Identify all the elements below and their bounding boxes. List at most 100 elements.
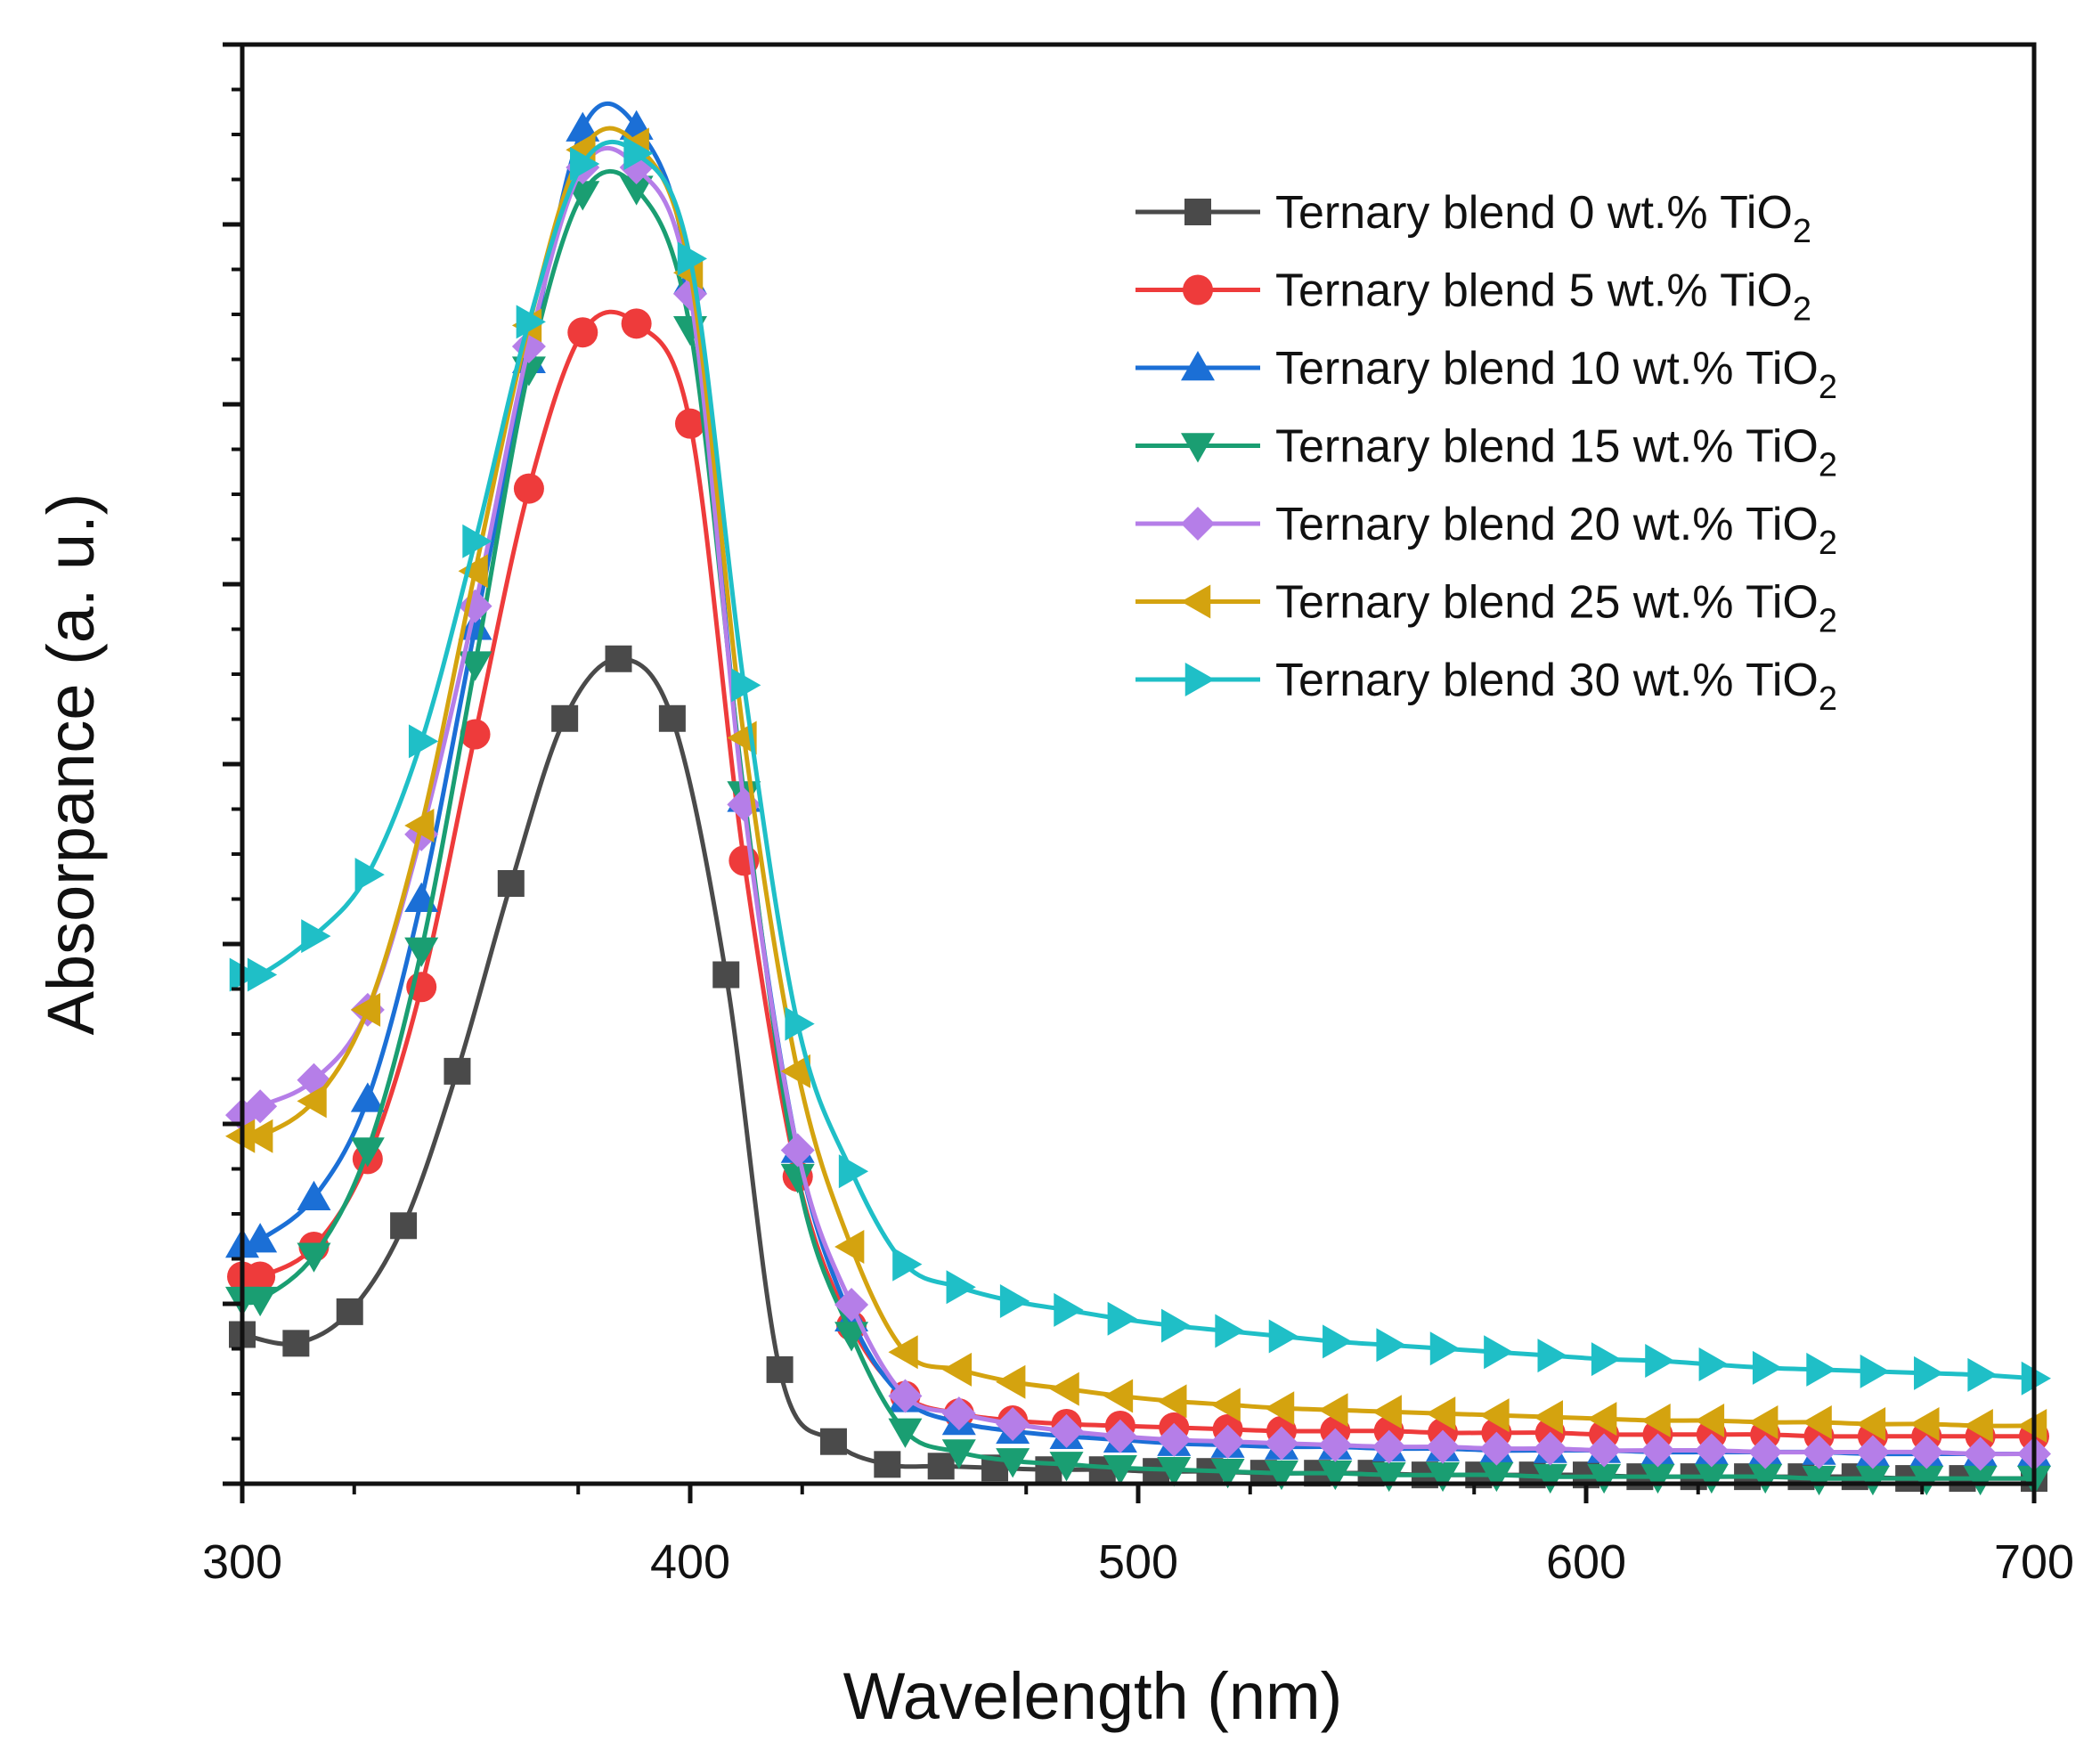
legend-marker	[1184, 199, 1211, 225]
data-point	[1103, 1419, 1137, 1453]
data-point	[567, 317, 598, 348]
legend-marker	[1184, 663, 1215, 696]
data-point	[390, 1212, 418, 1240]
data-point	[1802, 1465, 1836, 1496]
legend-label: Ternary blend 10 wt.% TiO2	[1275, 343, 1837, 406]
data-point	[243, 1089, 278, 1124]
data-point	[1533, 1463, 1567, 1494]
data-point	[243, 1223, 278, 1253]
data-point	[570, 147, 600, 182]
legend-item-5: Ternary blend 25 wt.% TiO2	[1135, 577, 1837, 640]
data-point	[1372, 1461, 1406, 1493]
data-point	[1049, 1452, 1084, 1482]
x-tick-label: 500	[1098, 1535, 1178, 1589]
data-point	[996, 1406, 1030, 1441]
data-point	[1160, 1308, 1192, 1343]
legend-marker	[1181, 584, 1211, 619]
legend-item-4: Ternary blend 20 wt.% TiO2	[1135, 499, 1837, 562]
data-point	[1426, 1461, 1461, 1493]
data-point	[1855, 1435, 1890, 1469]
data-point	[1323, 1324, 1353, 1359]
data-point	[1909, 1465, 1944, 1496]
data-point	[458, 610, 492, 640]
data-point	[297, 1180, 331, 1211]
data-point	[605, 645, 632, 672]
data-point	[1054, 1292, 1084, 1327]
data-point	[460, 719, 491, 750]
data-point	[1372, 1395, 1402, 1429]
data-point	[996, 1364, 1026, 1399]
series-line	[241, 656, 2034, 1481]
series-line	[241, 140, 2035, 1381]
data-point	[946, 1270, 976, 1305]
legend-marker	[1181, 433, 1215, 463]
data-point	[1967, 1357, 1998, 1392]
series-line	[241, 126, 2035, 1428]
data-point	[1802, 1405, 1832, 1440]
data-point	[834, 1287, 869, 1322]
x-tick-label: 400	[650, 1535, 730, 1589]
data-point	[785, 1006, 815, 1041]
data-point	[874, 1451, 901, 1478]
data-point	[888, 1418, 923, 1448]
data-point	[1107, 1301, 1137, 1336]
data-point	[1157, 1456, 1192, 1487]
data-point	[1752, 1350, 1783, 1385]
plot-frame	[240, 42, 2037, 1486]
x-tick-label: 700	[1994, 1535, 2074, 1589]
data-point	[1963, 1408, 1993, 1443]
data-point	[621, 308, 652, 339]
data-point	[1426, 1429, 1461, 1464]
data-point	[999, 1284, 1030, 1319]
data-point	[462, 524, 492, 558]
data-point	[1372, 1429, 1406, 1464]
data-point	[1860, 1354, 1890, 1388]
data-point	[1318, 1393, 1348, 1428]
data-point	[408, 724, 439, 759]
data-point	[1264, 1391, 1295, 1426]
data-point	[1806, 1352, 1836, 1387]
legend-label: Ternary blend 25 wt.% TiO2	[1275, 577, 1837, 640]
data-point	[513, 473, 544, 504]
legend-label: Ternary blend 0 wt.% TiO2	[1275, 187, 1811, 250]
data-point	[1802, 1435, 1836, 1469]
data-point	[838, 1154, 869, 1189]
legend-item-1: Ternary blend 5 wt.% TiO2	[1135, 265, 1811, 329]
data-point	[780, 1133, 815, 1168]
data-point	[1694, 1404, 1725, 1438]
data-point	[712, 961, 740, 989]
data-point	[941, 1352, 973, 1387]
data-point	[834, 1322, 869, 1352]
data-point	[892, 1247, 923, 1282]
series-6	[229, 136, 2051, 1396]
data-point	[1640, 1463, 1675, 1494]
data-point	[675, 408, 705, 439]
data-point	[1376, 1328, 1406, 1363]
data-point	[1855, 1465, 1890, 1496]
data-point	[1914, 1355, 1944, 1390]
data-point	[1049, 1413, 1084, 1448]
data-point	[301, 919, 331, 954]
data-point	[1748, 1463, 1783, 1494]
x-axis-label: Wavelength (nm)	[843, 1659, 1343, 1733]
data-point	[1484, 1335, 1514, 1370]
ticks-layer: 300 400 500 600 700	[202, 42, 2074, 1589]
data-point	[243, 1286, 278, 1317]
legend-marker	[1183, 274, 1213, 305]
legend-item-0: Ternary blend 0 wt.% TiO2	[1135, 187, 1811, 250]
legend-label: Ternary blend 15 wt.% TiO2	[1275, 421, 1837, 484]
x-tick-label: 300	[202, 1535, 282, 1589]
data-point	[1429, 1331, 1461, 1366]
data-point	[780, 1054, 810, 1088]
series-3	[225, 168, 2051, 1496]
data-point	[497, 870, 525, 898]
data-point	[1318, 1428, 1353, 1462]
data-point	[350, 992, 381, 1027]
data-point	[819, 1428, 847, 1455]
data-point	[354, 858, 385, 892]
data-point	[927, 1453, 955, 1480]
series-5	[225, 126, 2047, 1443]
data-point	[458, 554, 488, 589]
data-point	[1264, 1460, 1298, 1491]
